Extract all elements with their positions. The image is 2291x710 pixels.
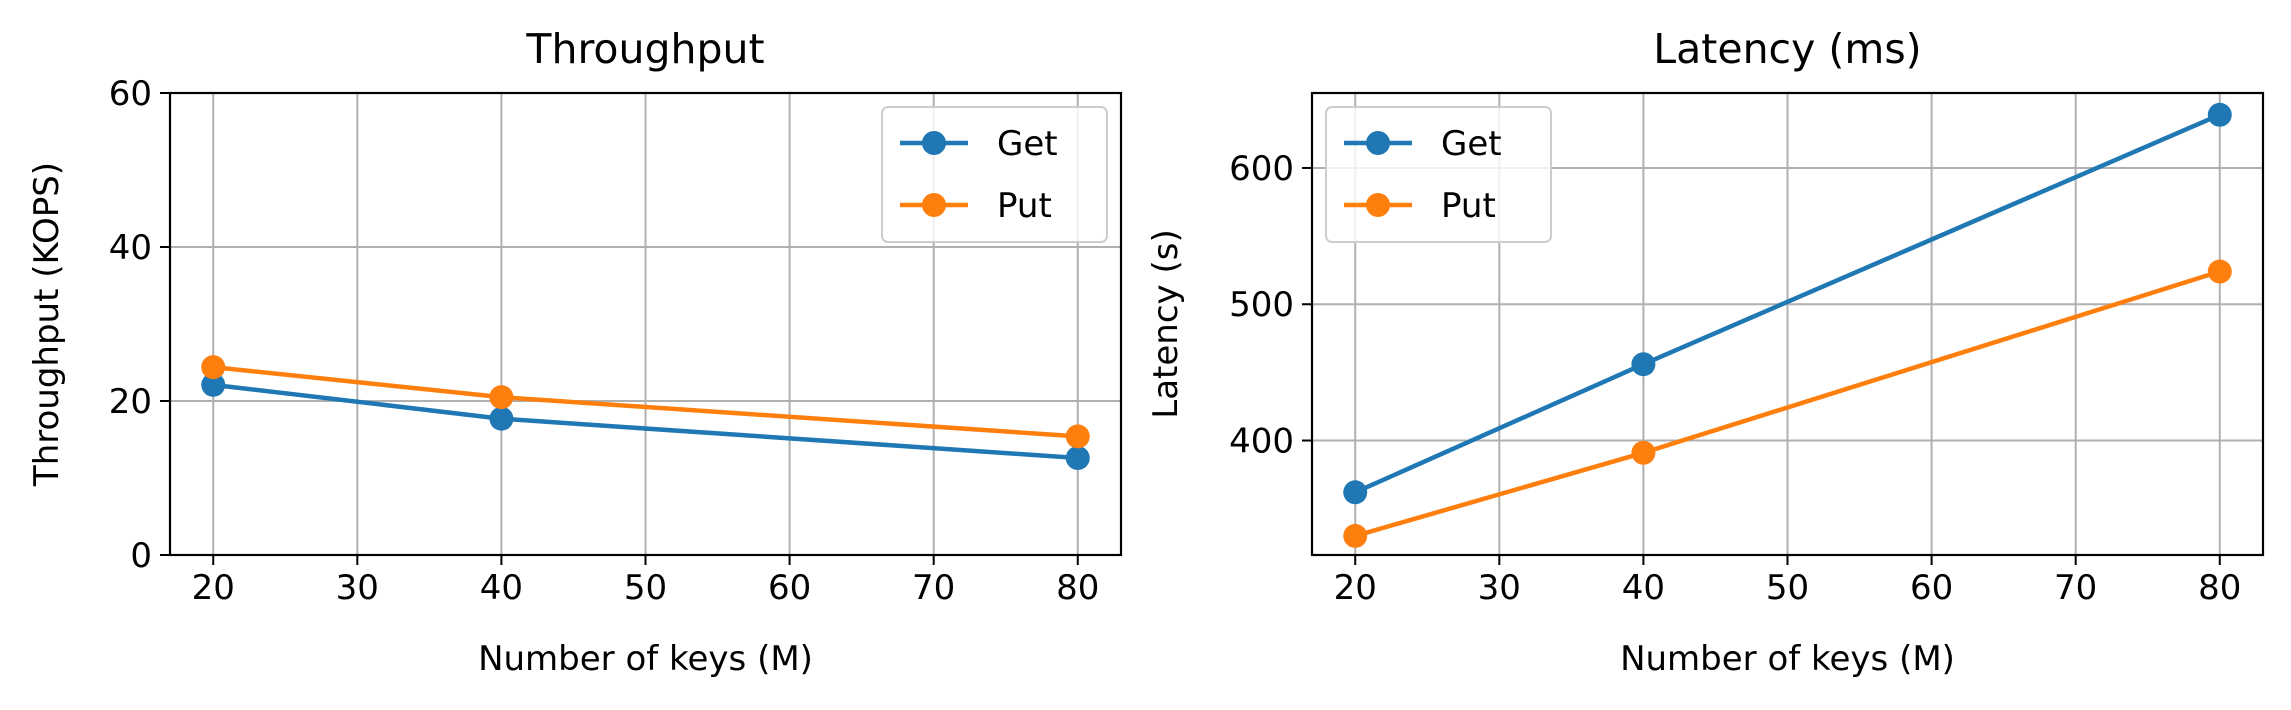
- x-tick-label: 50: [1766, 568, 1809, 608]
- x-tick-label: 70: [912, 568, 955, 608]
- chart-title: Throughput: [525, 25, 764, 73]
- x-tick-label: 60: [768, 568, 811, 608]
- legend-label-put: Put: [997, 186, 1052, 226]
- data-point-get: [1631, 352, 1656, 377]
- x-tick-label: 40: [480, 568, 523, 608]
- y-tick-label: 500: [1229, 285, 1294, 325]
- y-axis-label: Throughput (KOPS): [27, 162, 67, 487]
- x-tick-label: 40: [1622, 568, 1665, 608]
- plot-area-frame: [168, 91, 1123, 557]
- legend-marker-put: [922, 193, 946, 217]
- data-point-put: [489, 385, 514, 410]
- x-tick-label: 80: [2198, 568, 2241, 608]
- latency-panel: 20 30 40 50 60 70 80 400 500 600 Latency (ms) Numbe…: [1146, 25, 2265, 679]
- data-point-put: [2207, 259, 2232, 284]
- y-tick-label: 20: [109, 382, 152, 422]
- throughput-panel: 20 30 40 50 60 70 80 0 20 40 60 Throughput Number of…: [27, 25, 1123, 679]
- x-tick-label: 70: [2054, 568, 2097, 608]
- y-tick-label: 40: [109, 228, 152, 268]
- legend-marker-get: [922, 131, 946, 155]
- data-point-put: [1343, 523, 1368, 548]
- x-axis-label: Number of keys (M): [1620, 639, 1955, 679]
- data-point-get: [489, 406, 514, 431]
- x-tick-label: 20: [192, 568, 235, 608]
- data-point-get: [1065, 445, 1090, 470]
- chart-title: Latency (ms): [1653, 25, 1921, 73]
- data-point-get: [2207, 102, 2232, 127]
- legend: Get Put: [881, 106, 1108, 243]
- legend-marker-get: [1366, 131, 1390, 155]
- y-tick-label: 0: [130, 536, 152, 576]
- legend-box: [1325, 106, 1552, 243]
- y-tick-label: 60: [109, 74, 152, 114]
- plot-area-frame: [1310, 91, 2265, 557]
- legend-box: [881, 106, 1108, 243]
- y-tick-label: 600: [1229, 149, 1294, 189]
- legend-label-put: Put: [1441, 186, 1496, 226]
- x-tick-label: 60: [1910, 568, 1953, 608]
- data-point-put: [201, 355, 226, 380]
- data-point-put: [1631, 440, 1656, 465]
- y-tick-label: 400: [1229, 422, 1294, 462]
- legend-marker-put: [1366, 193, 1390, 217]
- legend: Get Put: [1325, 106, 1552, 243]
- x-axis-label: Number of keys (M): [478, 639, 813, 679]
- data-point-get: [201, 372, 226, 397]
- legend-label-get: Get: [997, 124, 1058, 164]
- x-tick-label: 20: [1334, 568, 1377, 608]
- data-point-put: [1065, 424, 1090, 449]
- x-tick-label: 30: [336, 568, 379, 608]
- x-tick-label: 80: [1056, 568, 1099, 608]
- x-tick-label: 30: [1478, 568, 1521, 608]
- data-point-get: [1343, 480, 1368, 505]
- y-axis-label: Latency (s): [1146, 229, 1186, 418]
- legend-label-get: Get: [1441, 124, 1502, 164]
- x-tick-label: 50: [624, 568, 667, 608]
